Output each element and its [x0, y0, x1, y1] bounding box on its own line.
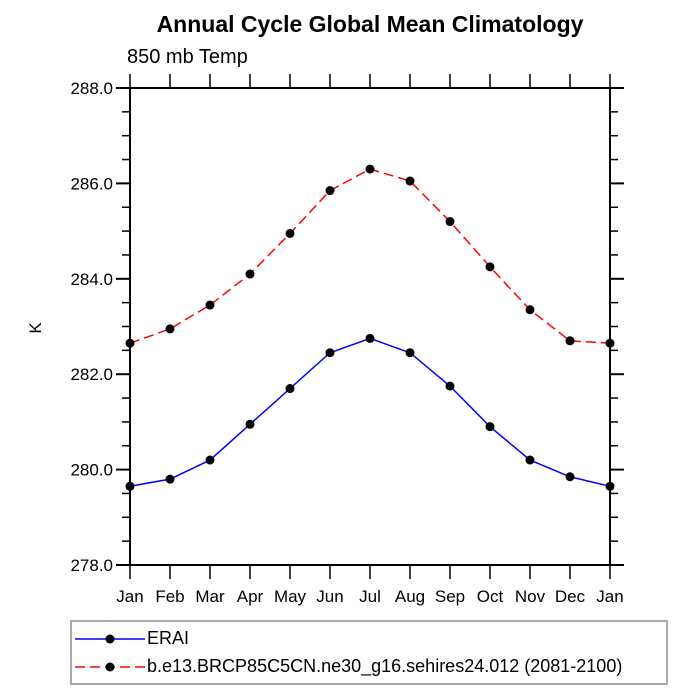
y-tick-label: 280.0: [70, 461, 113, 480]
data-point: [285, 228, 295, 238]
x-tick-label: Nov: [515, 587, 546, 606]
data-point: [485, 262, 495, 272]
x-tick-label: Aug: [395, 587, 425, 606]
data-point: [205, 455, 215, 465]
x-tick-label: Dec: [555, 587, 586, 606]
data-point: [525, 455, 535, 465]
data-point: [565, 336, 575, 346]
x-tick-label: Mar: [195, 587, 225, 606]
x-tick-label: Jan: [596, 587, 623, 606]
legend-marker: [105, 634, 115, 643]
y-tick-label: 284.0: [70, 270, 113, 289]
series-line-0: [129, 337, 611, 488]
data-point: [245, 269, 255, 279]
legend-label-model: b.e13.BRCP85C5CN.ne30_g16.sehires24.012 …: [147, 656, 623, 676]
x-tick-label: Apr: [237, 587, 264, 606]
series-line-1: [129, 168, 611, 344]
data-point: [445, 381, 455, 391]
legend-item-model: b.e13.BRCP85C5CN.ne30_g16.sehires24.012 …: [72, 653, 666, 681]
data-point: [165, 324, 175, 334]
y-tick-label: 278.0: [70, 556, 113, 575]
y-tick-label: 282.0: [70, 365, 113, 384]
data-point: [125, 338, 135, 348]
data-point: [605, 481, 615, 491]
data-point: [365, 333, 375, 343]
legend-item-erai: ERAI: [72, 625, 666, 653]
x-tick-label: Feb: [155, 587, 184, 606]
data-point: [245, 419, 255, 429]
data-point: [445, 217, 455, 227]
x-tick-label: Oct: [477, 587, 504, 606]
data-point: [405, 176, 415, 186]
x-tick-label: Jul: [359, 587, 381, 606]
data-point: [405, 348, 415, 358]
data-point: [205, 300, 215, 310]
data-point: [285, 384, 295, 394]
x-tick-label: Jun: [316, 587, 343, 606]
y-tick-label: 286.0: [70, 174, 113, 193]
data-point: [605, 338, 615, 348]
x-tick-label: Jan: [116, 587, 143, 606]
erai-line-sample-icon: [75, 634, 145, 643]
chart-subtitle: 850 mb Temp: [127, 46, 248, 68]
data-point: [325, 186, 335, 196]
legend-box: ERAI b.e13.BRCP85C5CN.ne30_g16.sehires24…: [70, 620, 668, 685]
legend-label-erai: ERAI: [147, 628, 190, 648]
data-point: [125, 481, 135, 491]
y-tick-label: 288.0: [70, 79, 113, 98]
data-point: [485, 422, 495, 432]
data-point: [165, 474, 175, 484]
data-point: [365, 164, 375, 174]
legend-marker: [105, 662, 115, 671]
model-line-sample-icon: [75, 662, 145, 671]
data-point: [525, 305, 535, 315]
x-tick-label: May: [274, 587, 307, 606]
x-tick-label: Sep: [435, 587, 465, 606]
chart-title: Annual Cycle Global Mean Climatology: [156, 11, 584, 37]
plot-frame: [129, 87, 611, 566]
data-point: [565, 472, 575, 482]
data-point: [325, 348, 335, 358]
